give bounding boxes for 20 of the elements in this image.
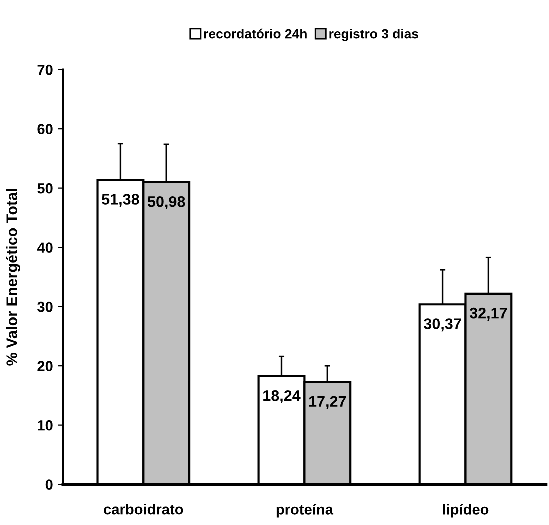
data-label: 30,37: [424, 318, 462, 332]
y-tick-label: 70: [38, 64, 53, 76]
y-tick-label: 20: [38, 361, 53, 372]
legend-label: registro 3 dias: [330, 29, 418, 42]
y-tick-label: 0: [46, 480, 53, 490]
data-label: 32,17: [470, 308, 508, 321]
y-tick-label: 30: [38, 302, 53, 312]
x-tick-label: proteína: [276, 504, 334, 518]
data-label: 50,98: [148, 196, 186, 210]
data-label: 18,24: [264, 390, 301, 404]
y-tick-label: 10: [38, 420, 53, 431]
y-tick-label: 40: [37, 242, 53, 254]
x-tick-label: carboidrato: [104, 504, 184, 515]
y-tick-label: 50: [38, 183, 53, 194]
y-tick-label: 60: [38, 124, 53, 135]
legend-label: recordatório 24h: [204, 28, 307, 39]
y-axis-title: % Valor Energético Total: [6, 189, 21, 366]
data-label: 51,38: [102, 194, 140, 208]
x-tick-label: lipídeo: [443, 504, 489, 518]
data-label: 17,27: [309, 396, 346, 410]
